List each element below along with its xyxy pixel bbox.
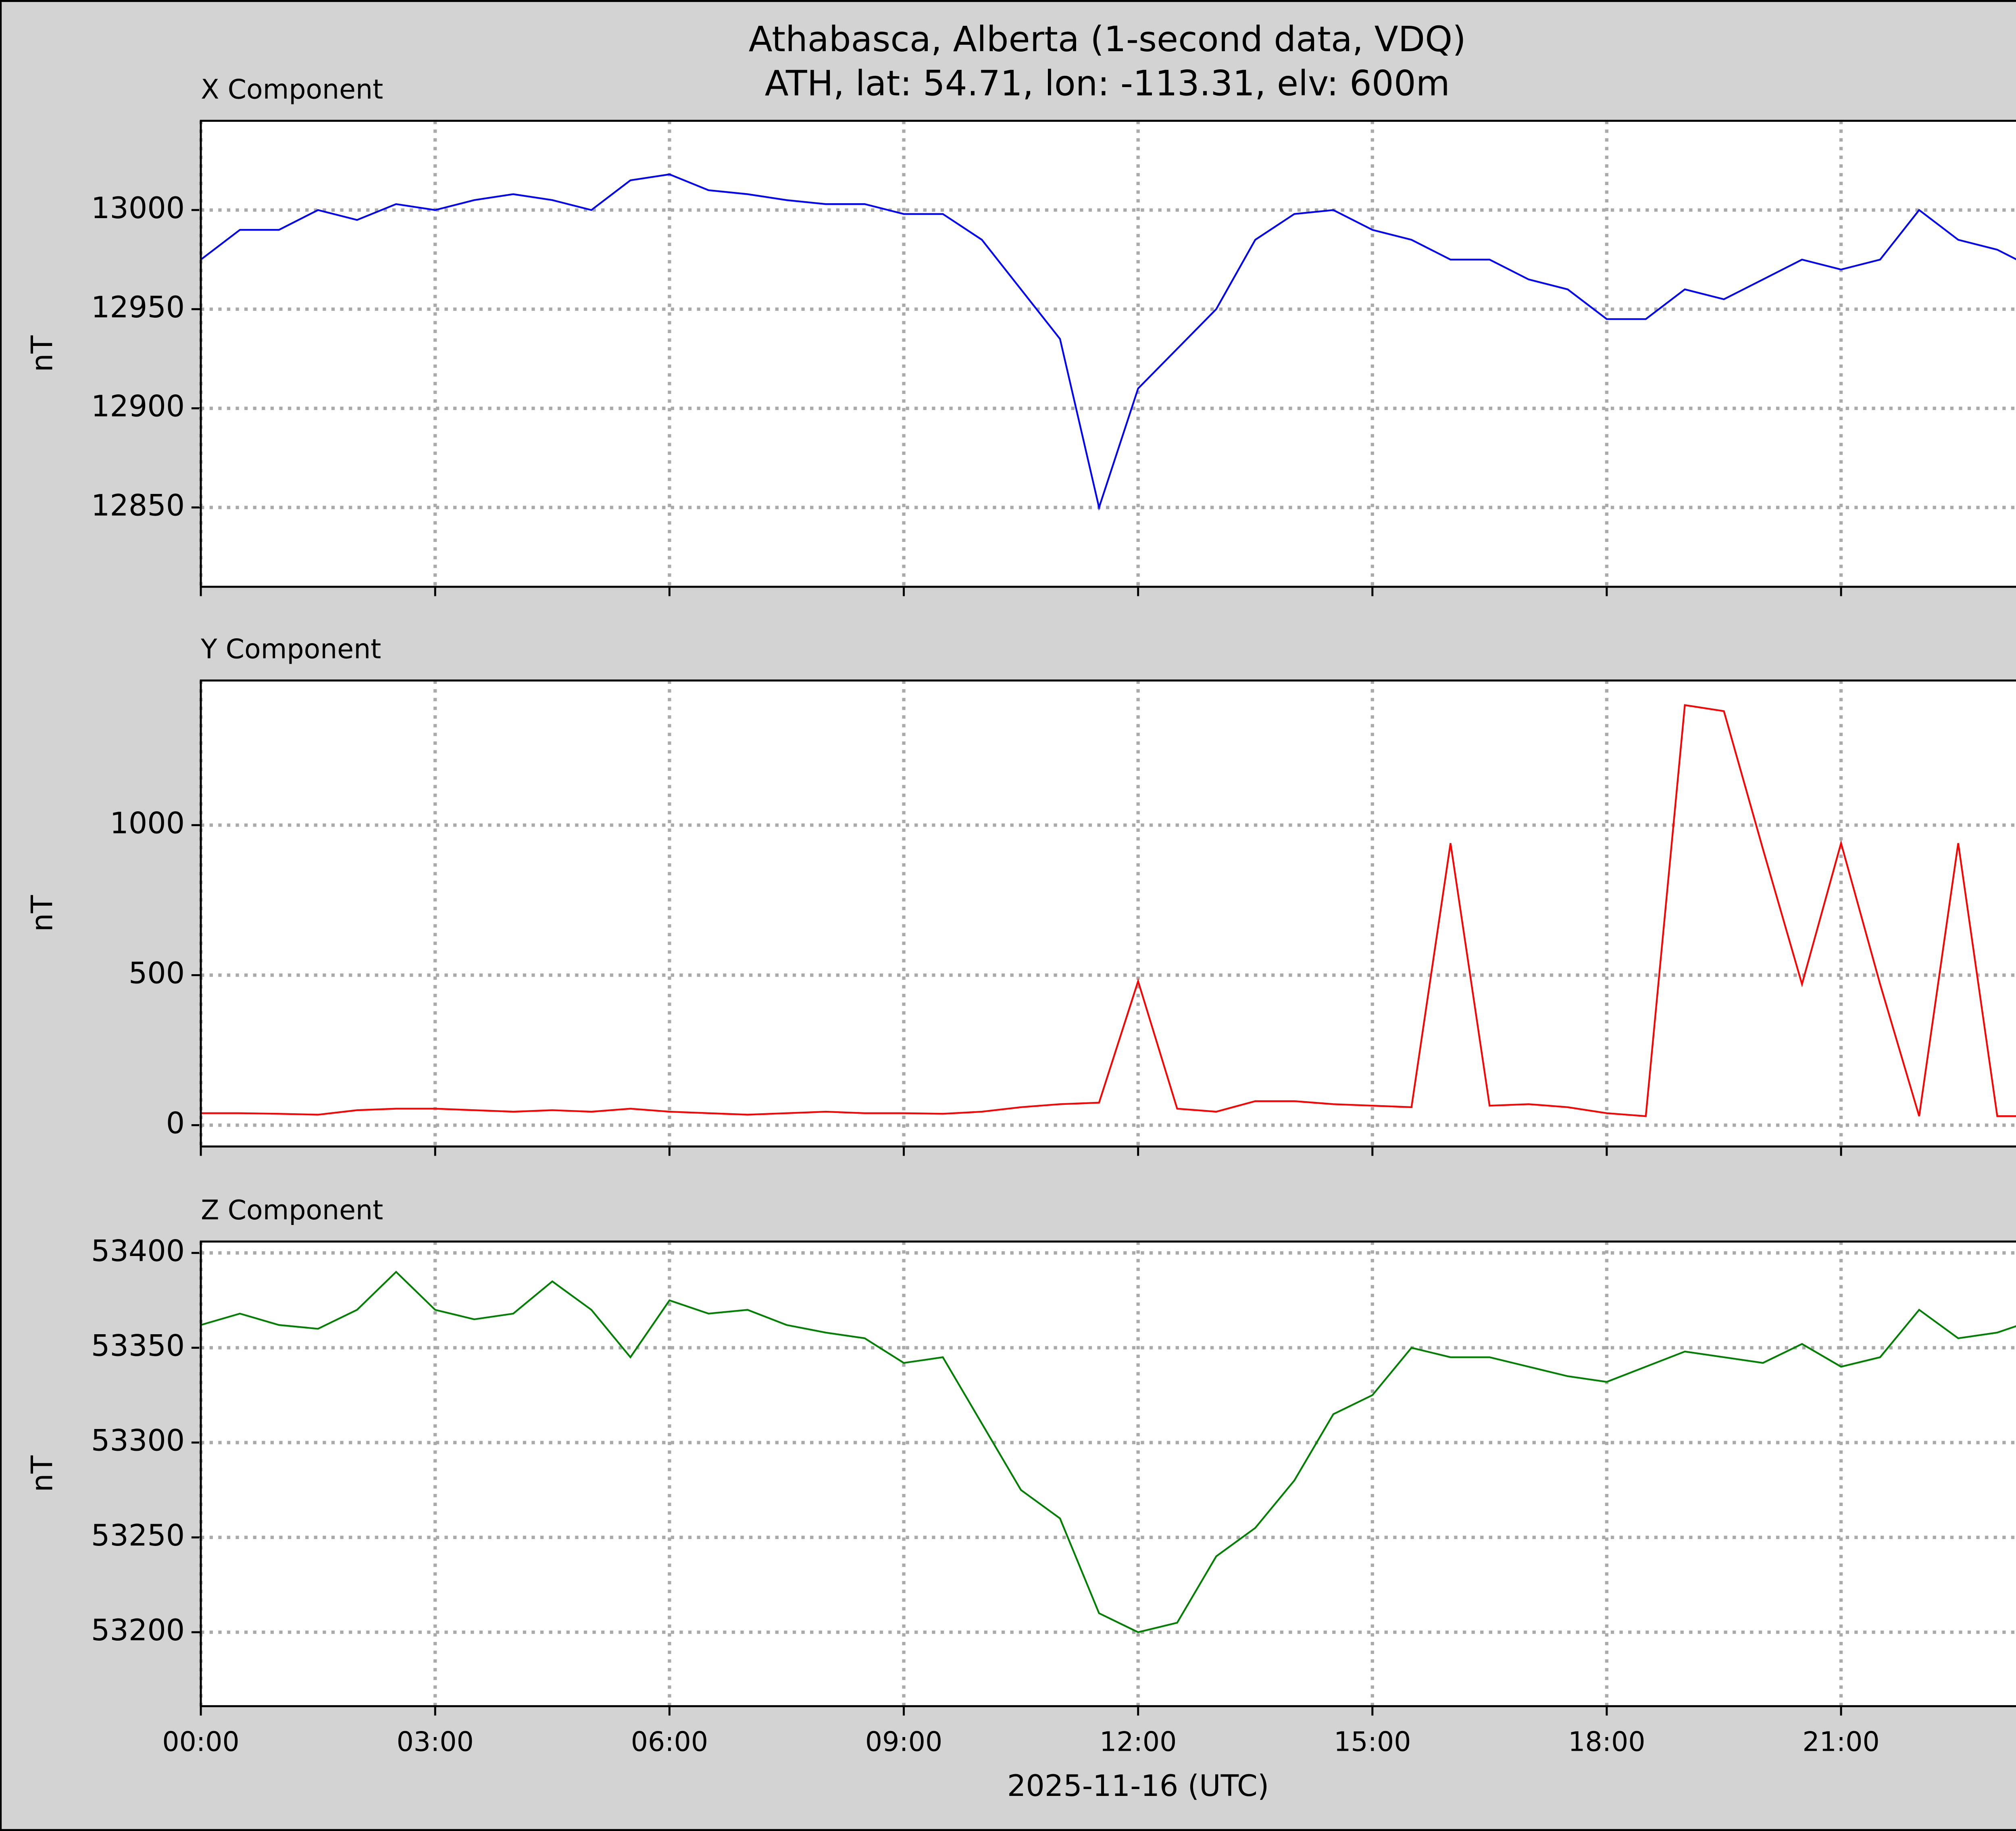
y-tick-label: 12950 (91, 290, 185, 325)
x-tick-label: 06:00 (631, 1726, 708, 1757)
y-tick-label: 12900 (91, 390, 185, 424)
x-tick-label: 03:00 (397, 1726, 474, 1757)
plot-area (201, 680, 2016, 1147)
plot-frame (200, 679, 2016, 1148)
plot-frame (200, 120, 2016, 588)
x-axis-label: 2025-11-16 (UTC) (1007, 1769, 1269, 1803)
y-tick-label: 0 (166, 1106, 185, 1141)
subplot-title: X Component (201, 74, 383, 105)
plot-area (201, 1241, 2016, 1706)
x-tick-label: 15:00 (1334, 1726, 1411, 1757)
x-tick-label: 09:00 (865, 1726, 942, 1757)
y-axis-label: nT (25, 1455, 60, 1492)
y-axis-label: nT (25, 335, 60, 372)
y-tick-label: 53200 (91, 1613, 185, 1648)
plot-area (201, 121, 2016, 587)
y-tick-label: 12850 (91, 489, 185, 523)
y-tick-label: 53300 (91, 1424, 185, 1458)
subplot-title: Z Component (201, 1194, 383, 1226)
x-tick-label: 21:00 (1802, 1726, 1879, 1757)
data-line (200, 173, 2016, 511)
x-tick-label: 00:00 (162, 1726, 239, 1757)
x-tick-label: 12:00 (1100, 1726, 1177, 1757)
data-line (200, 1271, 2016, 1633)
y-tick-label: 53350 (91, 1329, 185, 1363)
figure-subtitle: ATH, lat: 54.71, lon: -113.31, elv: 600m (765, 64, 1450, 104)
y-tick-label: 500 (129, 956, 185, 990)
plot-frame (200, 1240, 2016, 1707)
y-axis-label: nT (25, 895, 60, 932)
data-line (201, 704, 2016, 1117)
subplot-title: Y Component (200, 633, 381, 665)
figure-title: Athabasca, Alberta (1-second data, VDQ) (749, 19, 1466, 60)
y-tick-label: 53250 (91, 1519, 185, 1553)
x-tick-label: 18:00 (1568, 1726, 1645, 1757)
y-tick-label: 53400 (91, 1234, 185, 1268)
y-tick-label: 1000 (110, 806, 185, 840)
y-tick-label: 13000 (91, 191, 185, 225)
